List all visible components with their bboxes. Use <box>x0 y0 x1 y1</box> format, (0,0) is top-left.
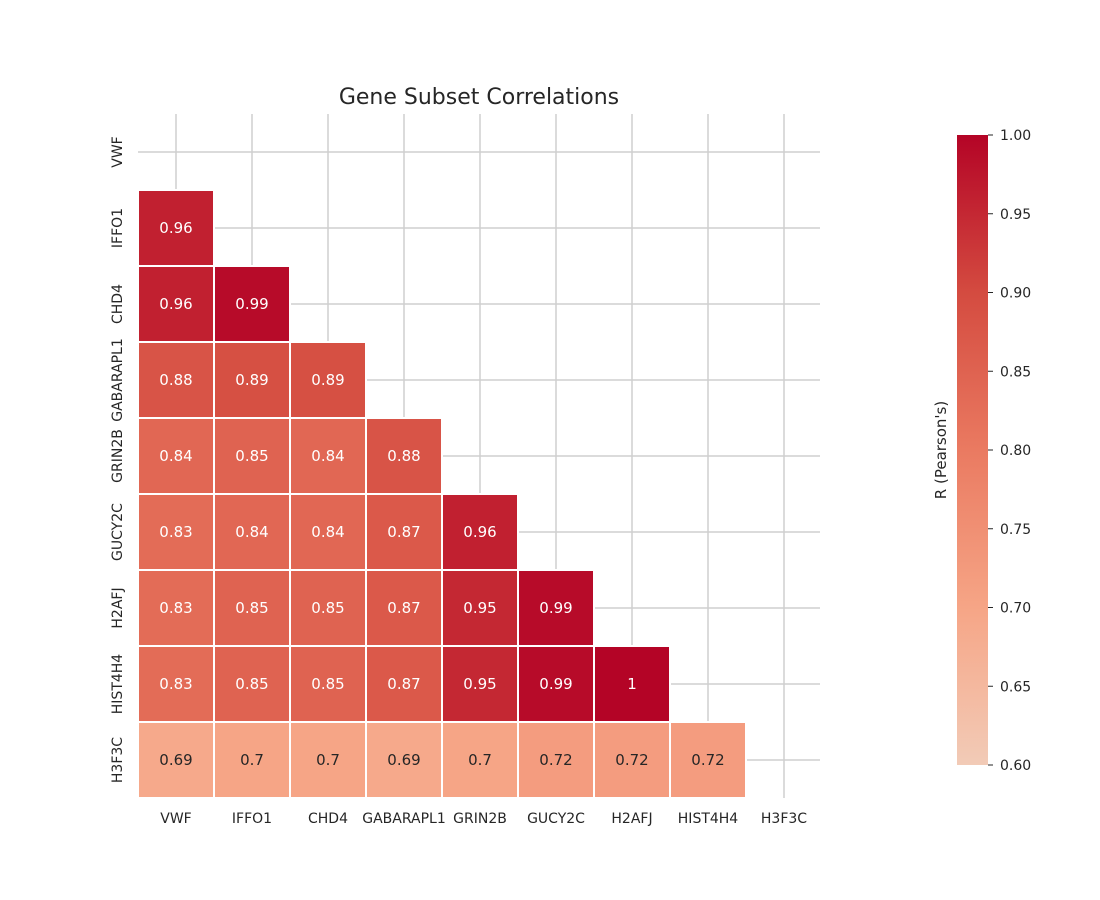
cell-value-label: 0.85 <box>235 447 268 465</box>
heatmap-cell-grin2b-iffo1 <box>213 417 291 495</box>
x-tick-label-chd4: CHD4 <box>308 811 348 827</box>
heatmap-cell-h2afj-vwf <box>137 569 215 647</box>
colorbar-label: R (Pearson's) <box>932 401 950 499</box>
y-tick-label-gucy2c: GUCY2C <box>110 503 126 561</box>
heatmap-cell-h2afj-gabarapl1 <box>365 569 443 647</box>
cell-value-label: 0.85 <box>235 675 268 693</box>
cell-value-label: 0.99 <box>539 599 572 617</box>
x-tick-label-vwf: VWF <box>160 811 191 827</box>
cell-value-label: 0.7 <box>240 751 264 769</box>
cell-value-label: 0.85 <box>311 599 344 617</box>
colorbar-tick-label: 0.80 <box>1000 443 1031 459</box>
heatmap-cell-hist4h4-iffo1 <box>213 645 291 723</box>
heatmap-cell-chd4-iffo1 <box>213 265 291 343</box>
cell-value-label: 0.72 <box>691 751 724 769</box>
y-tick-label-h2afj: H2AFJ <box>110 587 126 628</box>
heatmap-cell-h3f3c-vwf <box>137 721 215 799</box>
x-tick-label-iffo1: IFFO1 <box>232 811 272 827</box>
colorbar-tick-label: 0.85 <box>1000 364 1031 380</box>
cell-value-label: 0.87 <box>387 599 420 617</box>
heatmap-cell-hist4h4-gabarapl1 <box>365 645 443 723</box>
cell-value-label: 0.99 <box>539 675 572 693</box>
heatmap-cell-h2afj-chd4 <box>289 569 367 647</box>
heatmap-cell-gucy2c-chd4 <box>289 493 367 571</box>
heatmap-cell-gucy2c-grin2b <box>441 493 519 571</box>
heatmap-cell-grin2b-gabarapl1 <box>365 417 443 495</box>
cell-value-label: 0.72 <box>539 751 572 769</box>
y-tick-label-chd4: CHD4 <box>110 284 126 324</box>
cell-value-label: 0.84 <box>311 523 344 541</box>
colorbar-tick-label: 1.00 <box>1000 128 1031 144</box>
cell-value-label: 0.69 <box>159 751 192 769</box>
cell-value-label: 0.69 <box>387 751 420 769</box>
colorbar-tick-label: 0.90 <box>1000 286 1031 302</box>
cell-value-label: 0.99 <box>235 295 268 313</box>
y-tick-label-iffo1: IFFO1 <box>110 208 126 248</box>
heatmap-cell-h3f3c-gabarapl1 <box>365 721 443 799</box>
heatmap-cell-hist4h4-chd4 <box>289 645 367 723</box>
y-tick-label-h3f3c: H3F3C <box>110 737 126 783</box>
y-tick-label-grin2b: GRIN2B <box>110 429 126 483</box>
cell-value-label: 0.83 <box>159 523 192 541</box>
cell-value-label: 0.88 <box>159 371 192 389</box>
cell-value-label: 0.83 <box>159 599 192 617</box>
y-tick-label-hist4h4: HIST4H4 <box>110 654 126 715</box>
heatmap-cell-hist4h4-vwf <box>137 645 215 723</box>
heatmap-cell-h2afj-iffo1 <box>213 569 291 647</box>
cell-value-label: 0.95 <box>463 675 496 693</box>
heatmap-cell-hist4h4-gucy2c <box>517 645 595 723</box>
cell-value-label: 0.83 <box>159 675 192 693</box>
cell-value-label: 0.87 <box>387 523 420 541</box>
cell-value-label: 0.88 <box>387 447 420 465</box>
y-tick-label-gabarapl1: GABARAPL1 <box>110 338 126 422</box>
cell-value-label: 0.95 <box>463 599 496 617</box>
cell-value-label: 0.72 <box>615 751 648 769</box>
heatmap-cell-h3f3c-hist4h4 <box>669 721 747 799</box>
colorbar-gradient <box>957 135 988 765</box>
cell-value-label: 0.84 <box>159 447 192 465</box>
heatmap-cell-iffo1-vwf <box>137 189 215 267</box>
heatmap-cell-gabarapl1-vwf <box>137 341 215 419</box>
cell-value-label: 0.96 <box>159 295 192 313</box>
cell-value-label: 1 <box>627 675 637 693</box>
x-tick-label-gabarapl1: GABARAPL1 <box>362 811 446 827</box>
heatmap-cell-h3f3c-chd4 <box>289 721 367 799</box>
colorbar-tick-label: 0.95 <box>1000 207 1031 223</box>
cell-value-label: 0.87 <box>387 675 420 693</box>
x-tick-label-hist4h4: HIST4H4 <box>678 811 739 827</box>
heatmap-cell-h3f3c-h2afj <box>593 721 671 799</box>
heatmap-cell-gucy2c-iffo1 <box>213 493 291 571</box>
cell-value-label: 0.85 <box>311 675 344 693</box>
colorbar-tick-label: 0.75 <box>1000 522 1031 538</box>
cell-value-label: 0.96 <box>463 523 496 541</box>
heatmap-cell-hist4h4-grin2b <box>441 645 519 723</box>
x-tick-label-h3f3c: H3F3C <box>761 811 807 827</box>
colorbar: R (Pearson's) 0.60 0.65 0.70 0.75 0.80 0.85 0.… <box>932 128 1031 774</box>
cell-value-label: 0.89 <box>311 371 344 389</box>
x-tick-label-h2afj: H2AFJ <box>611 811 652 827</box>
y-tick-label-vwf: VWF <box>110 136 126 167</box>
colorbar-tick-label: 0.65 <box>1000 679 1031 695</box>
y-tick-labels: VWF IFFO1 CHD4 GABARAPL1 GRIN2B GUCY2C H2AFJ HI… <box>110 136 126 783</box>
heatmap-cells: 0.96 0.96 0.99 0.88 0.89 0.89 0.84 0.85 0.84 0.88… <box>137 189 747 799</box>
cell-value-label: 0.85 <box>235 599 268 617</box>
cell-value-label: 0.84 <box>235 523 268 541</box>
colorbar-tick-label: 0.70 <box>1000 601 1031 617</box>
chart-title: Gene Subset Correlations <box>339 85 619 110</box>
cell-value-label: 0.7 <box>316 751 340 769</box>
heatmap-cell-chd4-vwf <box>137 265 215 343</box>
colorbar-tick-label: 0.60 <box>1000 758 1031 774</box>
x-tick-label-grin2b: GRIN2B <box>453 811 507 827</box>
heatmap-cell-hist4h4-h2afj <box>593 645 671 723</box>
cell-value-label: 0.84 <box>311 447 344 465</box>
cell-value-label: 0.7 <box>468 751 492 769</box>
heatmap-cell-h3f3c-grin2b <box>441 721 519 799</box>
x-tick-labels: VWF IFFO1 CHD4 GABARAPL1 GRIN2B GUCY2C H2AFJ HI… <box>160 811 807 827</box>
cell-value-label: 0.89 <box>235 371 268 389</box>
heatmap-cell-gabarapl1-chd4 <box>289 341 367 419</box>
x-tick-label-gucy2c: GUCY2C <box>527 811 585 827</box>
cell-value-label: 0.96 <box>159 219 192 237</box>
